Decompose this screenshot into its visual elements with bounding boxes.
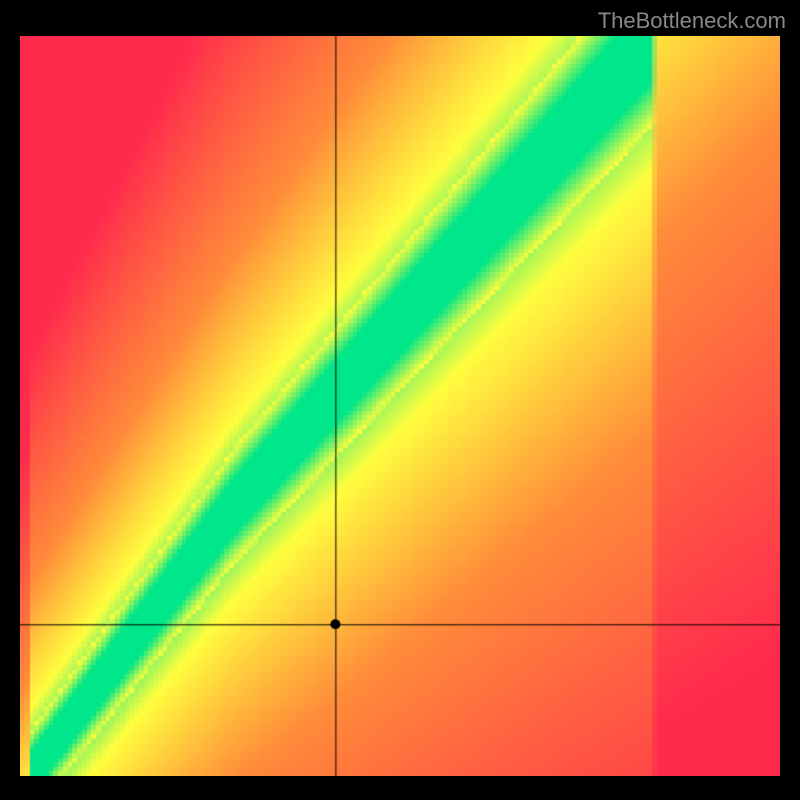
heatmap-canvas — [20, 36, 780, 776]
watermark-text: TheBottleneck.com — [598, 8, 786, 34]
bottleneck-heatmap — [20, 36, 780, 776]
